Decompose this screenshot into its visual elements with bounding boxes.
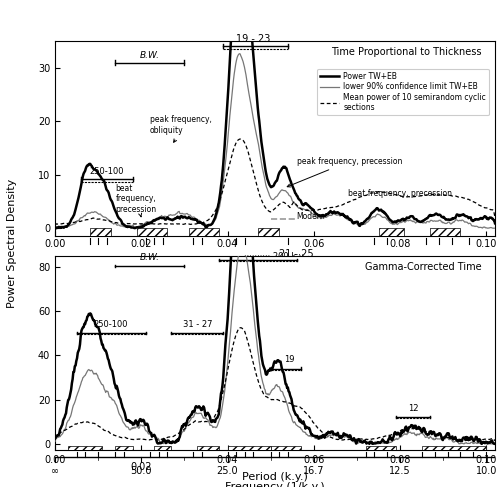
Legend: Power TW+EB, lower 90% confidence limit TW+EB, Mean power of 10 semirandom cycli: Power TW+EB, lower 90% confidence limit … [317,69,489,115]
Bar [378,228,404,239]
Bar [270,446,301,453]
Text: ∞: ∞ [51,466,59,476]
Text: 21 - 25: 21 - 25 [280,249,314,259]
Text: 12: 12 [408,404,418,413]
Text: 16.7: 16.7 [303,466,324,476]
Text: 250-100: 250-100 [94,320,128,329]
Text: 19: 19 [284,355,294,364]
Text: 19 - 23: 19 - 23 [236,34,270,44]
Text: 250-100: 250-100 [90,167,124,176]
Text: ·········· 200 k.y.: ·········· 200 k.y. [244,252,306,261]
Text: 50.0: 50.0 [130,466,152,476]
Text: 10.0: 10.0 [476,466,497,476]
Text: 0.02: 0.02 [130,462,152,471]
Bar [228,446,270,453]
Bar [188,228,219,239]
Text: peak frequency, precession: peak frequency, precession [287,157,402,187]
Text: B.W.: B.W. [140,51,160,60]
Bar [137,228,167,239]
Text: Power Spectral Density: Power Spectral Density [8,179,18,308]
Text: 25.0: 25.0 [216,466,238,476]
Text: Time Proportional to Thickness: Time Proportional to Thickness [332,47,482,57]
Bar [154,446,172,453]
Bar [116,446,132,453]
Text: Period (k.y.): Period (k.y.) [242,472,308,482]
Text: Modern: Modern [296,212,326,221]
Bar [198,446,219,453]
Bar [68,446,102,453]
Text: beat
frequency,
precession: beat frequency, precession [116,184,156,217]
Bar [430,228,460,239]
Text: 12.5: 12.5 [390,466,411,476]
Bar [258,228,280,239]
Text: Gamma-Corrected Time: Gamma-Corrected Time [365,262,482,272]
X-axis label: Frequency (1/k.y.): Frequency (1/k.y.) [225,482,325,487]
Text: beat frequency, precession: beat frequency, precession [348,189,453,198]
Bar [366,446,396,453]
Bar [90,228,111,239]
Text: B.W.: B.W. [140,253,160,262]
Text: peak frequency,
obliquity: peak frequency, obliquity [150,115,212,142]
Bar [422,446,486,453]
Text: 31 - 27: 31 - 27 [182,320,212,329]
